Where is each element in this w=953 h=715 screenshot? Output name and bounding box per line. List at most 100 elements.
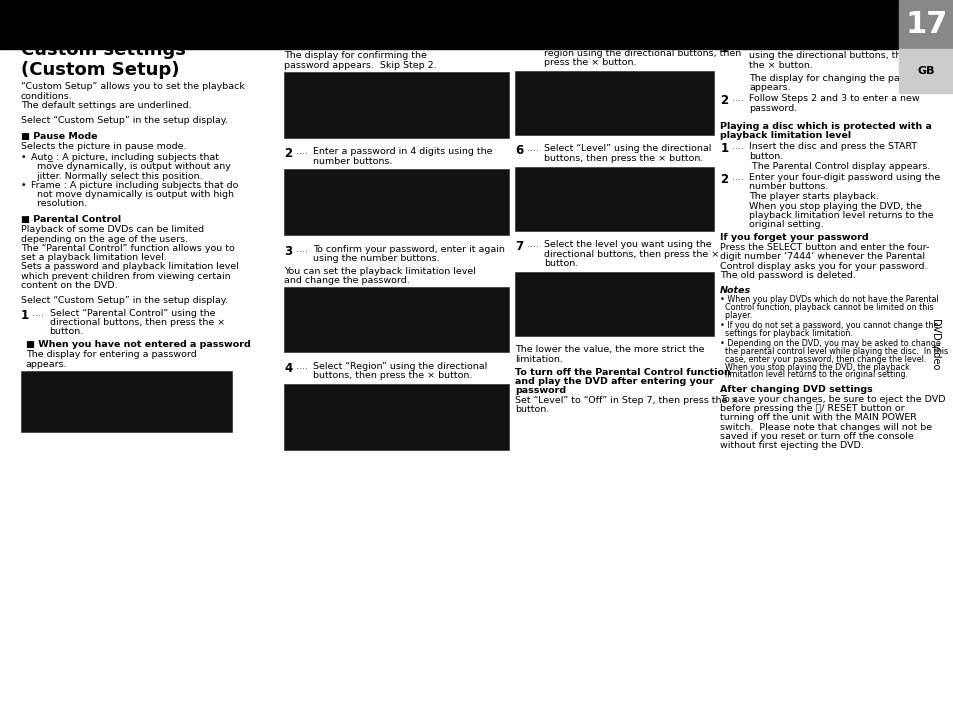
- Text: Select “Level” using the directional: Select “Level” using the directional: [543, 144, 710, 154]
- Text: switch.  Please note that changes will not be: switch. Please note that changes will no…: [720, 423, 931, 432]
- Text: The default settings are underlined.: The default settings are underlined.: [21, 101, 192, 110]
- Text: 5: 5: [515, 30, 523, 43]
- Text: “Custom Setup” allows you to set the playback: “Custom Setup” allows you to set the pla…: [21, 82, 245, 92]
- Text: When you stop playing the DVD, the: When you stop playing the DVD, the: [748, 202, 921, 211]
- Text: Enter your four-digit password using the: Enter your four-digit password using the: [748, 173, 939, 182]
- Text: and change the password.: and change the password.: [284, 276, 410, 285]
- Text: number buttons.: number buttons.: [748, 182, 827, 192]
- Text: 1: 1: [21, 309, 30, 322]
- Text: Playback of some DVDs can be limited: Playback of some DVDs can be limited: [21, 225, 204, 235]
- Text: 4: 4: [284, 362, 293, 375]
- Text: not move dynamically is output with high: not move dynamically is output with high: [30, 190, 233, 199]
- Text: before pressing the ⒤/ RESET button or: before pressing the ⒤/ RESET button or: [720, 404, 904, 413]
- Text: ■ Pause Mode: ■ Pause Mode: [21, 132, 97, 141]
- Text: Select a geographic region to set the: Select a geographic region to set the: [543, 30, 720, 39]
- Text: The Parental Control display appears.: The Parental Control display appears.: [748, 162, 929, 171]
- Text: To save your changes, be sure to eject the DVD: To save your changes, be sure to eject t…: [720, 395, 944, 404]
- Text: limitation level returns to the original setting.: limitation level returns to the original…: [720, 370, 907, 380]
- Text: depending on the age of the users.: depending on the age of the users.: [21, 235, 188, 244]
- Text: Custom settings: Custom settings: [21, 41, 186, 59]
- Text: Control function, playback cannot be limited on this: Control function, playback cannot be lim…: [720, 303, 933, 312]
- Text: move dynamically, is output without any: move dynamically, is output without any: [30, 162, 231, 172]
- Text: To change the password: To change the password: [720, 30, 848, 39]
- Text: ....: ....: [526, 30, 538, 39]
- Text: ....: ....: [731, 42, 743, 51]
- Text: Select “Custom Setup” in the setup display.: Select “Custom Setup” in the setup displ…: [21, 296, 228, 305]
- Text: player.: player.: [720, 311, 752, 320]
- Bar: [284, 72, 509, 138]
- Text: ....: ....: [731, 142, 743, 152]
- Text: button.: button.: [50, 327, 84, 337]
- Text: Set “Level” to “Off” in Step 7, then press the ×: Set “Level” to “Off” in Step 7, then pre…: [515, 396, 738, 405]
- Bar: [898, 0, 953, 49]
- Text: button.: button.: [748, 152, 782, 161]
- Text: • If you do not set a password, you cannot change the: • If you do not set a password, you cann…: [720, 321, 938, 330]
- Text: directional buttons, then press the ×: directional buttons, then press the ×: [50, 318, 225, 327]
- Text: 6: 6: [515, 144, 523, 157]
- Text: buttons, then press the × button.: buttons, then press the × button.: [313, 371, 472, 380]
- Bar: [21, 371, 232, 432]
- Text: which prevent children from viewing certain: which prevent children from viewing cert…: [21, 272, 231, 281]
- Text: 1: 1: [720, 42, 728, 55]
- Text: GB: GB: [917, 66, 934, 76]
- Text: password.: password.: [748, 104, 797, 113]
- Text: content on the DVD.: content on the DVD.: [21, 281, 117, 290]
- Text: The display for confirming the: The display for confirming the: [284, 51, 427, 61]
- Text: 2: 2: [720, 94, 728, 107]
- Text: •: •: [21, 153, 27, 162]
- Text: The old password is deleted.: The old password is deleted.: [720, 271, 855, 280]
- Text: appears.: appears.: [26, 360, 68, 369]
- Text: standard playback limitation level for that: standard playback limitation level for t…: [543, 39, 743, 49]
- Text: The player starts playback.: The player starts playback.: [748, 192, 878, 202]
- Text: playback limitation level: playback limitation level: [720, 131, 850, 140]
- Text: Insert the disc and press the START: Insert the disc and press the START: [748, 142, 916, 152]
- Text: limitation.: limitation.: [515, 355, 562, 364]
- Text: conditions.: conditions.: [21, 92, 72, 101]
- Text: After changing DVD settings: After changing DVD settings: [720, 385, 872, 394]
- Text: 3: 3: [284, 245, 293, 257]
- Text: password: password: [515, 386, 566, 395]
- Text: ■ When you have already registered a: ■ When you have already registered a: [284, 32, 490, 41]
- Text: number buttons.: number buttons.: [313, 157, 392, 166]
- Text: The “Parental Control” function allows you to: The “Parental Control” function allows y…: [21, 244, 234, 253]
- Text: Select “Parental Control” using the: Select “Parental Control” using the: [50, 309, 214, 318]
- Text: Select “Custom Setup” in the setup display.: Select “Custom Setup” in the setup displ…: [21, 116, 228, 125]
- Text: 2: 2: [284, 147, 293, 160]
- Text: Notes: Notes: [720, 286, 751, 295]
- Text: without first ejecting the DVD.: without first ejecting the DVD.: [720, 441, 863, 450]
- Text: 1: 1: [720, 142, 728, 155]
- Text: Control display asks you for your password.: Control display asks you for your passwo…: [720, 262, 927, 271]
- Text: The display for entering a password: The display for entering a password: [26, 350, 196, 360]
- Text: turning off the unit with the MAIN POWER: turning off the unit with the MAIN POWER: [720, 413, 916, 423]
- Text: and play the DVD after entering your: and play the DVD after entering your: [515, 377, 713, 386]
- Text: ....: ....: [295, 362, 308, 371]
- Text: Select “Region” using the directional: Select “Region” using the directional: [313, 362, 487, 371]
- Text: settings for playback limitation.: settings for playback limitation.: [720, 329, 852, 338]
- Text: When you stop playing the DVD, the playback: When you stop playing the DVD, the playb…: [720, 363, 909, 372]
- Text: (Custom Setup): (Custom Setup): [21, 61, 179, 79]
- Text: the parental control level while playing the disc.  In this: the parental control level while playing…: [720, 347, 947, 356]
- Bar: [284, 287, 509, 352]
- Text: case, enter your password, then change the level.: case, enter your password, then change t…: [720, 355, 925, 364]
- Text: resolution.: resolution.: [30, 199, 87, 209]
- Text: ....: ....: [731, 173, 743, 182]
- Text: •: •: [21, 181, 27, 190]
- Text: press the × button.: press the × button.: [543, 58, 636, 67]
- Text: • When you play DVDs which do not have the Parental: • When you play DVDs which do not have t…: [720, 295, 938, 305]
- Text: set a playback limitation level.: set a playback limitation level.: [21, 253, 167, 262]
- Text: Frame : A picture including subjects that do: Frame : A picture including subjects tha…: [30, 181, 237, 190]
- Text: ■ When you have not entered a password: ■ When you have not entered a password: [26, 340, 251, 350]
- Text: You can set the playback limitation level: You can set the playback limitation leve…: [284, 267, 476, 276]
- Text: ....: ....: [526, 144, 538, 154]
- Text: Selects the picture in pause mode.: Selects the picture in pause mode.: [21, 142, 186, 152]
- Text: using the number buttons.: using the number buttons.: [313, 254, 439, 263]
- Text: button.: button.: [515, 405, 549, 415]
- Text: Enter a password in 4 digits using the: Enter a password in 4 digits using the: [313, 147, 492, 157]
- Text: The display for changing the password: The display for changing the password: [748, 74, 932, 83]
- Text: Follow Steps 2 and 3 to enter a new: Follow Steps 2 and 3 to enter a new: [748, 94, 919, 104]
- Text: The lower the value, the more strict the: The lower the value, the more strict the: [515, 345, 704, 355]
- Bar: [515, 272, 713, 336]
- Text: Auto̲ : A picture, including subjects that: Auto̲ : A picture, including subjects th…: [30, 153, 218, 162]
- Text: Select the level you want using the: Select the level you want using the: [543, 240, 711, 250]
- Text: • Depending on the DVD, you may be asked to change: • Depending on the DVD, you may be asked…: [720, 339, 941, 348]
